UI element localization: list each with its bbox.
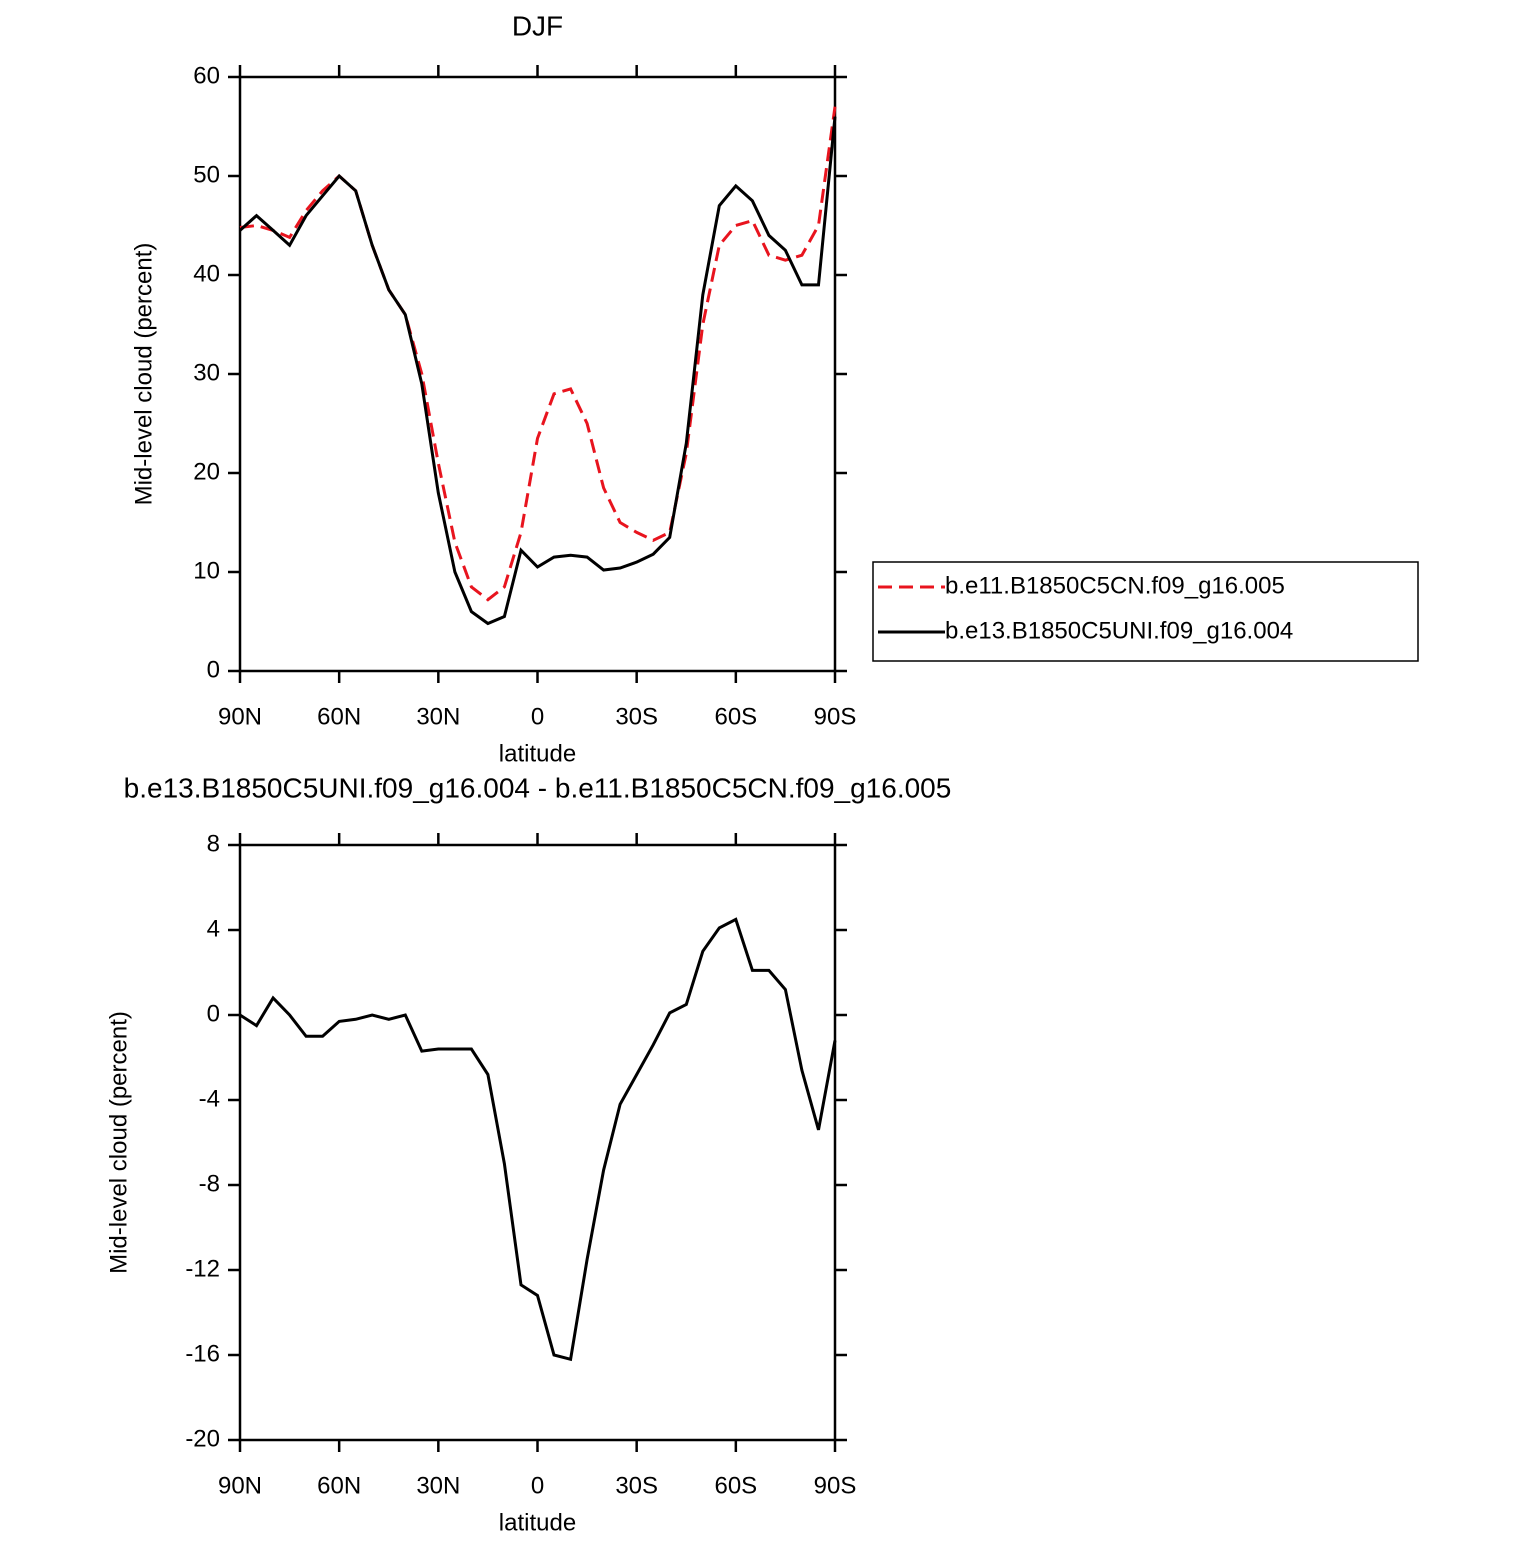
plot-frame [238, 75, 837, 673]
chart-title: b.e13.B1850C5UNI.f09_g16.004 - b.e11.B18… [124, 772, 952, 803]
legend-box [872, 561, 1419, 662]
y-axis-label: Mid-level cloud (percent) [105, 1011, 132, 1274]
x-tick-label: 60S [714, 703, 757, 730]
y-tick-label: 8 [207, 830, 220, 857]
y-tick-label: -8 [199, 1170, 220, 1197]
x-tick-label: 0 [531, 703, 544, 730]
y-tick-label: 10 [193, 557, 220, 584]
y-tick-label: -12 [185, 1255, 220, 1282]
y-tick-label: 30 [193, 359, 220, 386]
x-tick-label: 30S [615, 703, 658, 730]
x-tick-label: 90S [814, 1472, 857, 1499]
x-tick-label: 60N [317, 1472, 361, 1499]
x-tick-label: 90N [218, 1472, 262, 1499]
legend-label: b.e11.B1850C5CN.f09_g16.005 [945, 572, 1285, 599]
y-tick-label: 60 [193, 62, 220, 89]
x-tick-label: 30N [416, 1472, 460, 1499]
x-tick-label: 0 [531, 1472, 544, 1499]
x-tick-label: 30N [416, 703, 460, 730]
plot-frame [238, 843, 837, 1442]
x-axis-label: latitude [499, 740, 576, 767]
x-tick-label: 60S [714, 1472, 757, 1499]
y-tick-label: -4 [199, 1085, 220, 1112]
x-tick-label: 60N [317, 703, 361, 730]
y-tick-label: 0 [207, 656, 220, 683]
legend-label: b.e13.B1850C5UNI.f09_g16.004 [945, 617, 1293, 644]
y-tick-label: 4 [207, 915, 220, 942]
series-line [239, 106, 837, 602]
y-tick-label: 40 [193, 260, 220, 287]
y-tick-label: 0 [207, 1000, 220, 1027]
y-axis-label: Mid-level cloud (percent) [130, 243, 157, 506]
chart-title: DJF [512, 10, 563, 41]
x-axis-label: latitude [499, 1509, 576, 1536]
x-tick-label: 30S [615, 1472, 658, 1499]
y-tick-label: -16 [185, 1340, 220, 1367]
y-tick-label: 20 [193, 458, 220, 485]
x-tick-label: 90S [814, 703, 857, 730]
series-line [238, 116, 837, 626]
data-line [239, 917, 837, 1362]
y-tick-label: -20 [185, 1425, 220, 1452]
y-tick-label: 50 [193, 161, 220, 188]
x-tick-label: 90N [218, 703, 262, 730]
